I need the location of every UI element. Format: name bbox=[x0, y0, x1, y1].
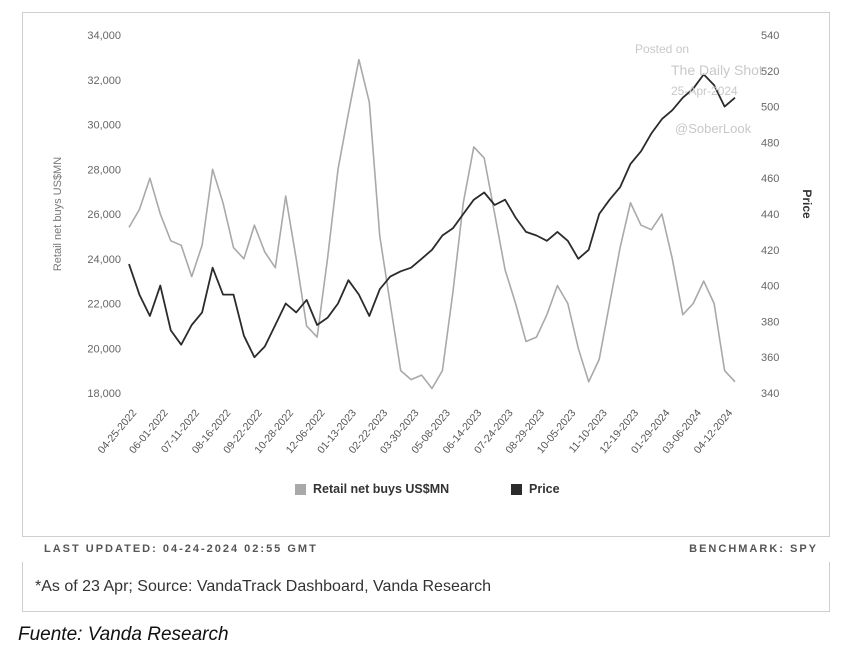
y-left-tick-label: 18,000 bbox=[87, 388, 121, 400]
y-left-axis-title: Retail net buys US$MN bbox=[52, 157, 64, 271]
y-left-tick-label: 30,000 bbox=[87, 120, 121, 132]
chart-svg: 18,000 20,000 22,000 24,000 26,000 28,000 30,0… bbox=[52, 30, 814, 496]
y-right-tick-label: 520 bbox=[761, 66, 779, 78]
y-right-tick-label: 420 bbox=[761, 245, 779, 257]
benchmark-label: BENCHMARK: SPY bbox=[689, 543, 818, 555]
y-right-tick-label: 400 bbox=[761, 281, 779, 293]
chart-panel: 18,000 20,000 22,000 24,000 26,000 28,000 30,0… bbox=[22, 12, 830, 612]
y-right-tick-label: 540 bbox=[761, 30, 779, 42]
figure-caption: Fuente: Vanda Research bbox=[18, 624, 229, 645]
y-left-tick-label: 22,000 bbox=[87, 299, 121, 311]
y-right-tick-label: 380 bbox=[761, 316, 779, 328]
y-right-axis-title: Price bbox=[800, 189, 814, 219]
watermark-handle: @SoberLook bbox=[675, 121, 752, 136]
y-left-tick-label: 20,000 bbox=[87, 343, 121, 355]
legend-label-retail: Retail net buys US$MN bbox=[313, 482, 449, 496]
series-line-price bbox=[128, 73, 736, 359]
y-right-tick-label: 360 bbox=[761, 352, 779, 364]
legend-swatch-price bbox=[511, 484, 522, 495]
y-left-tick-label: 26,000 bbox=[87, 209, 121, 221]
y-left-tick-label: 24,000 bbox=[87, 254, 121, 266]
watermark-date: 25-Apr-2024 bbox=[671, 84, 738, 98]
y-right-tick-label: 440 bbox=[761, 209, 779, 221]
watermark-site: The Daily Shot bbox=[671, 62, 763, 78]
watermark-posted-on: Posted on bbox=[635, 42, 689, 56]
source-note: *As of 23 Apr; Source: VandaTrack Dashbo… bbox=[35, 578, 491, 595]
series-line-retail-net-buys bbox=[128, 58, 736, 390]
y-right-tick-label: 500 bbox=[761, 102, 779, 114]
y-right-tick-label: 480 bbox=[761, 137, 779, 149]
y-right-tick-label: 460 bbox=[761, 173, 779, 185]
legend-label-price: Price bbox=[529, 482, 560, 496]
last-updated-label: LAST UPDATED: 04-24-2024 02:55 GMT bbox=[44, 543, 318, 555]
y-right-tick-label: 340 bbox=[761, 388, 779, 400]
y-left-tick-label: 32,000 bbox=[87, 75, 121, 87]
y-left-tick-label: 34,000 bbox=[87, 30, 121, 42]
legend-swatch-retail bbox=[295, 484, 306, 495]
chart-footer-bar bbox=[22, 536, 830, 562]
y-left-tick-label: 28,000 bbox=[87, 164, 121, 176]
